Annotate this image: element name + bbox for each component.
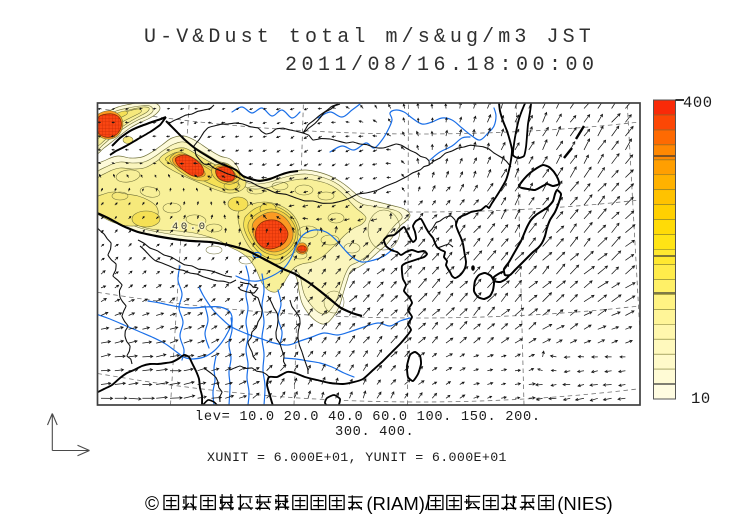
svg-text:10: 10 (691, 390, 711, 408)
svg-text:(NIES): (NIES) (557, 493, 613, 514)
svg-text:300. 400.: 300. 400. (335, 425, 414, 440)
svg-text:XUNIT = 6.000E+01, YUNIT = 6.0: XUNIT = 6.000E+01, YUNIT = 6.000E+01 (207, 450, 507, 465)
svg-text:U-V&Dust total m/s&ug/m3 JST: U-V&Dust total m/s&ug/m3 JST (144, 26, 595, 49)
svg-text:2011/08/16.18:00:00: 2011/08/16.18:00:00 (285, 54, 599, 77)
svg-text:400: 400 (683, 94, 713, 112)
svg-text:(RIAM)/: (RIAM)/ (366, 493, 431, 514)
svg-text:lev= 10.0 20.0 40.0 60.0 100.: lev= 10.0 20.0 40.0 60.0 100. 150. 200. (195, 410, 541, 425)
svg-text:©: © (145, 494, 159, 515)
